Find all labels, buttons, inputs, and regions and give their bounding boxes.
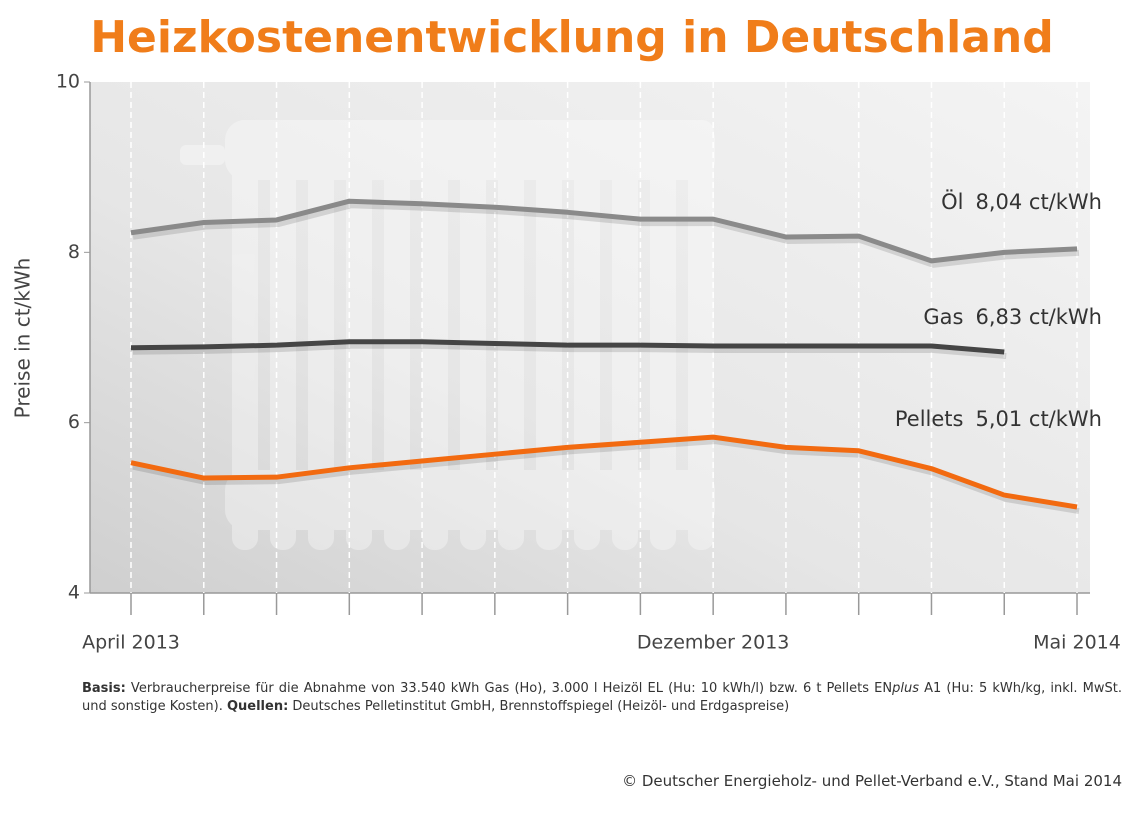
- series-line: [130, 198, 1078, 264]
- series-line: [130, 339, 1005, 355]
- footnote-part: Quellen:: [226, 699, 289, 714]
- shadow: [132, 438, 1080, 514]
- y-tick-label: 8: [68, 241, 80, 263]
- y-tick-label: 4: [68, 582, 80, 604]
- series-end-label: 8,04 ct/kWh: [975, 190, 1102, 214]
- plot-background: [90, 82, 1090, 593]
- footnote: Basis: Verbraucherpreise für die Abnahme…: [82, 680, 1122, 716]
- series-line: [130, 434, 1078, 510]
- footnote-part: Verbraucherpreise für die Abnahme von 33…: [125, 681, 893, 696]
- shadow: [132, 202, 1080, 268]
- source: © Deutscher Energieholz- und Pellet-Verb…: [622, 772, 1122, 790]
- series-name: Gas: [923, 305, 963, 329]
- series-name: Öl: [941, 189, 963, 214]
- chart-title: Heizkostenentwicklung in Deutschland: [90, 12, 1054, 63]
- shadow: [132, 342, 1007, 359]
- y-axis-label: Preise in ct/kWh: [11, 258, 35, 419]
- series-end-label: 5,01 ct/kWh: [975, 407, 1102, 431]
- series-label: Gas 6,83 ct/kWh: [923, 305, 1102, 329]
- x-tick-label: Mai 2014: [1033, 632, 1121, 654]
- series-name: Pellets: [895, 407, 964, 431]
- x-tick-label: April 2013: [82, 632, 180, 654]
- y-tick-label: 10: [56, 71, 80, 93]
- footnote-part: Deutsches Pelletinstitut GmbH, Brennstof…: [288, 699, 790, 714]
- series-end-label: 6,83 ct/kWh: [975, 305, 1102, 329]
- series-label: Öl 8,04 ct/kWh: [941, 189, 1102, 214]
- series-label: Pellets 5,01 ct/kWh: [895, 407, 1102, 431]
- footnote-part: A1 (Hu: 5 kWh/kg, inkl. MwSt. und sonsti…: [82, 681, 1122, 714]
- x-tick-label: Dezember 2013: [637, 632, 789, 654]
- radiator-decoration: [180, 120, 715, 550]
- footnote-part: plus: [892, 681, 919, 696]
- y-tick-label: 6: [68, 411, 80, 433]
- footnote-part: Basis:: [82, 681, 126, 696]
